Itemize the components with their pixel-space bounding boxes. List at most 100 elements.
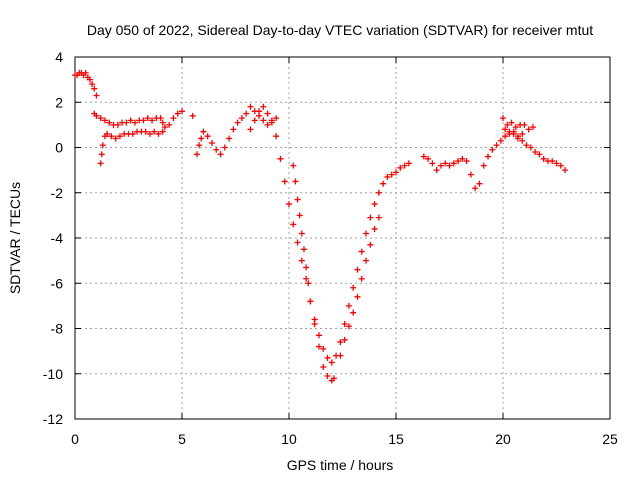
y-axis-label: SDTVAR / TECUs xyxy=(7,182,23,294)
data-point xyxy=(502,133,509,140)
data-point xyxy=(204,133,211,140)
grid xyxy=(75,57,610,419)
data-point xyxy=(290,221,297,228)
data-point xyxy=(208,139,215,146)
data-point xyxy=(86,76,93,83)
data-point xyxy=(277,155,284,162)
data-point xyxy=(401,162,408,169)
data-point xyxy=(108,133,115,140)
data-point xyxy=(104,130,111,137)
y-tick-label: -8 xyxy=(51,321,64,337)
data-point xyxy=(159,119,166,126)
data-point xyxy=(405,160,412,167)
data-point xyxy=(189,112,196,119)
data-point xyxy=(442,160,449,167)
data-point xyxy=(562,167,569,174)
data-point xyxy=(393,169,399,176)
data-point xyxy=(116,133,123,140)
data-point xyxy=(305,280,312,287)
data-point xyxy=(174,110,181,117)
data-point xyxy=(140,117,147,124)
data-point xyxy=(506,130,513,137)
y-tick-label: -4 xyxy=(51,230,64,246)
data-point xyxy=(425,155,432,162)
data-point xyxy=(500,115,506,122)
data-point xyxy=(146,130,153,137)
data-point xyxy=(455,158,462,165)
data-point xyxy=(294,196,301,203)
data-point xyxy=(179,108,185,115)
data-point xyxy=(480,162,487,169)
data-point xyxy=(221,144,228,151)
data-marks xyxy=(72,69,569,384)
data-point xyxy=(112,135,119,142)
data-point xyxy=(144,115,151,122)
data-point xyxy=(230,126,237,133)
data-point xyxy=(294,239,301,246)
data-point xyxy=(142,128,149,135)
data-point xyxy=(328,359,335,366)
data-point xyxy=(557,162,564,169)
data-point xyxy=(330,375,337,382)
data-point xyxy=(363,230,370,237)
data-point xyxy=(521,121,528,128)
data-point xyxy=(553,160,560,167)
data-point xyxy=(303,275,310,282)
data-point xyxy=(106,119,113,126)
data-point xyxy=(166,121,173,128)
data-point xyxy=(375,214,382,221)
data-point xyxy=(307,298,314,305)
data-point xyxy=(200,128,207,135)
data-point xyxy=(217,151,224,158)
x-tick-label: 5 xyxy=(178,431,186,447)
data-point xyxy=(472,185,479,192)
data-point xyxy=(256,108,263,115)
data-point xyxy=(93,112,100,119)
y-tick-label: -12 xyxy=(43,411,63,427)
data-point xyxy=(532,149,539,156)
data-point xyxy=(437,162,444,169)
data-point xyxy=(320,345,327,352)
data-point xyxy=(157,115,164,122)
data-point xyxy=(429,160,436,167)
data-point xyxy=(273,115,280,122)
data-point xyxy=(99,142,106,149)
x-tick-label: 10 xyxy=(281,431,297,447)
y-tick-label: -10 xyxy=(43,366,63,382)
data-point xyxy=(337,352,344,359)
data-point xyxy=(290,162,297,169)
data-point xyxy=(298,230,305,237)
data-point xyxy=(476,180,483,187)
data-point xyxy=(97,160,104,167)
x-axis-label: GPS time / hours xyxy=(287,457,394,473)
data-point xyxy=(161,124,168,131)
data-point xyxy=(131,119,138,126)
data-point xyxy=(127,117,134,124)
x-tick-labels: 0 5 10 15 20 25 xyxy=(71,431,618,447)
data-point xyxy=(149,117,156,124)
data-point xyxy=(315,343,322,350)
data-point xyxy=(384,173,391,180)
data-point xyxy=(155,130,162,137)
y-tick-labels: 4 2 0 -2 -4 -6 -8 -10 -12 xyxy=(43,49,63,427)
data-point xyxy=(485,153,492,160)
data-point xyxy=(354,293,361,300)
data-point xyxy=(549,158,556,165)
data-point xyxy=(123,119,130,126)
data-point xyxy=(151,128,158,135)
data-point xyxy=(367,241,374,248)
data-point xyxy=(525,126,532,133)
data-point xyxy=(420,153,427,160)
data-point xyxy=(320,363,327,370)
data-point xyxy=(529,124,536,131)
data-point xyxy=(281,178,288,185)
data-point xyxy=(459,155,466,162)
data-point xyxy=(388,171,395,178)
data-point xyxy=(519,130,526,137)
data-point xyxy=(292,178,299,185)
y-tick-label: -2 xyxy=(51,185,64,201)
data-point xyxy=(375,189,382,196)
data-point xyxy=(350,284,357,291)
